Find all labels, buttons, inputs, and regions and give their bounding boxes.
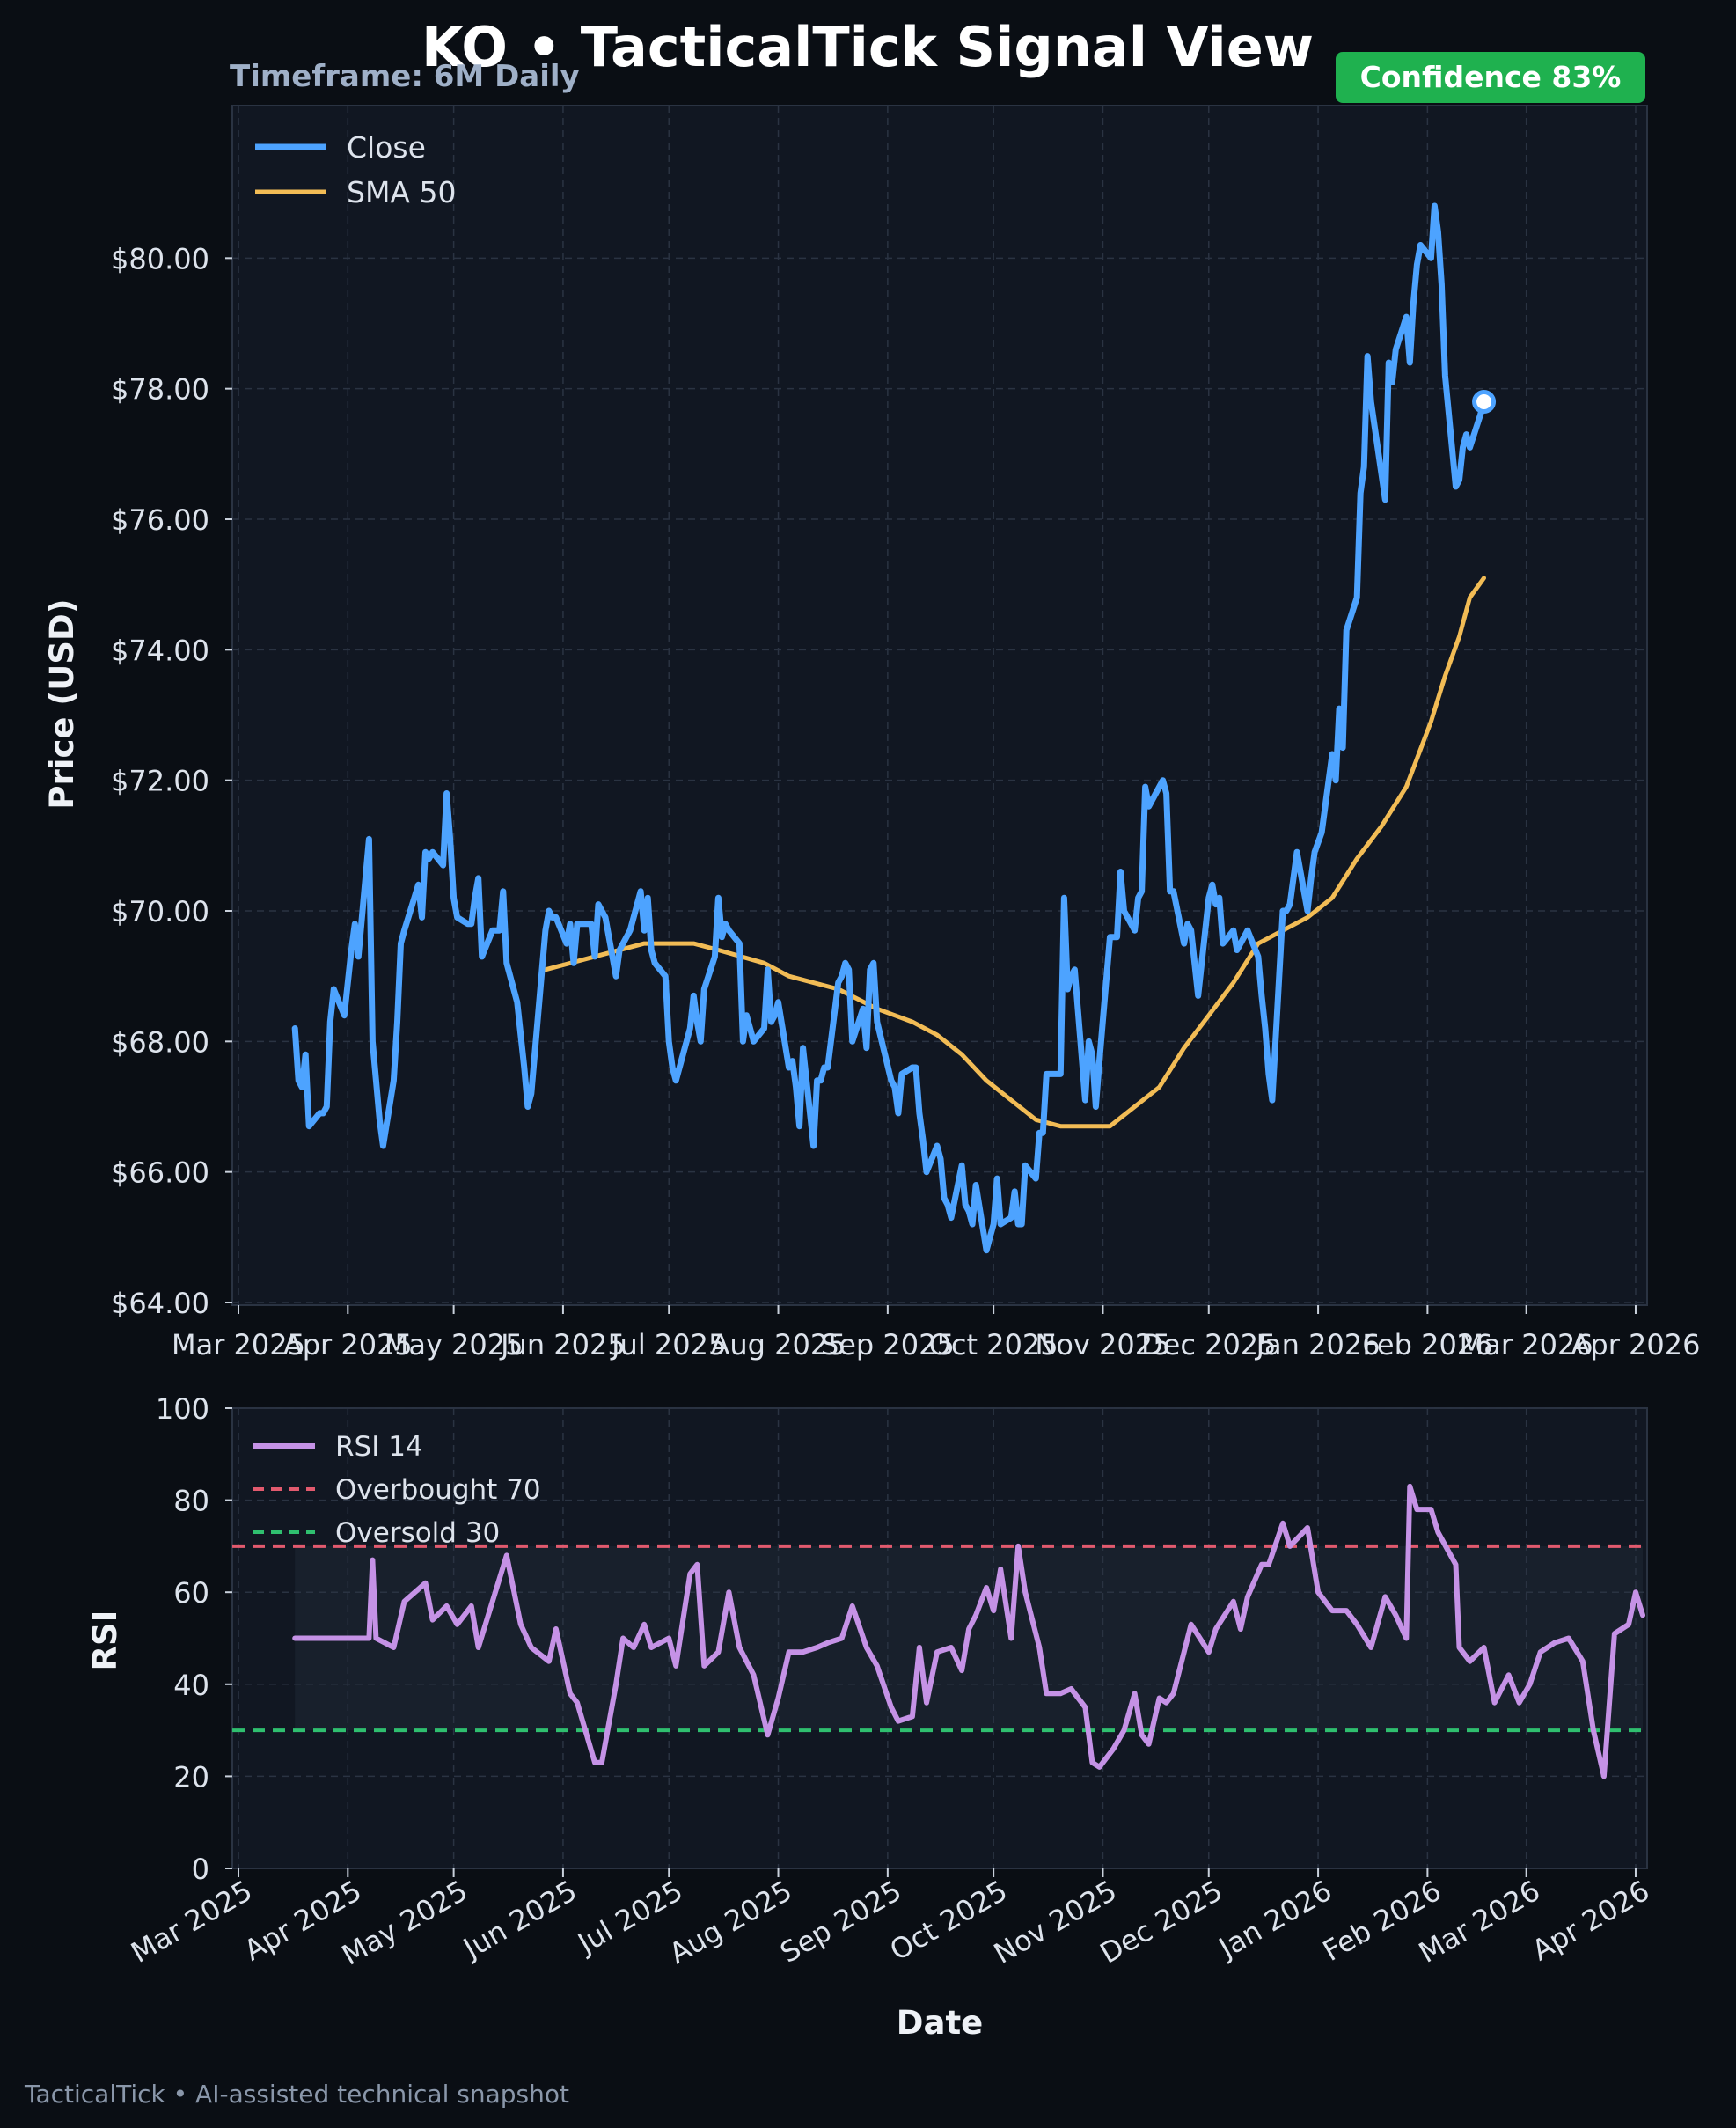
price-x-tick-label: Jan 2026 [1255, 1328, 1381, 1361]
rsi-y-tick-label: 100 [156, 1392, 209, 1426]
rsi-y-tick-label: 80 [173, 1485, 209, 1518]
price-x-tick-label: Nov 2025 [1035, 1328, 1170, 1361]
price-x-tick-label: Dec 2025 [1141, 1328, 1277, 1361]
price-y-tick-label: $64.00 [111, 1287, 209, 1320]
rsi-y-tick-label: 60 [173, 1576, 209, 1610]
rsi-x-axis-label: Date [897, 2004, 983, 2042]
series-line-sma50 [543, 576, 1486, 1129]
legend-label-oversold: Oversold 30 [335, 1517, 500, 1549]
price-y-tick-label: $72.00 [111, 765, 209, 798]
price-y-tick-label: $68.00 [111, 1025, 209, 1059]
price-x-tick-label: Apr 2025 [283, 1328, 413, 1361]
legend-label-sma50: SMA 50 [347, 175, 456, 209]
price-x-tick-label: May 2025 [385, 1328, 524, 1361]
rsi-y-tick-label: 20 [173, 1760, 209, 1794]
rsi-grid [232, 1407, 1647, 1869]
price-y-axis-label: Price (USD) [43, 598, 81, 809]
rsi-y-axis-label: RSI [86, 1611, 124, 1671]
price-y-tick-label: $66.00 [111, 1156, 209, 1190]
confidence-badge-text: Confidence 83% [1360, 60, 1622, 94]
legend-label-rsi14: RSI 14 [335, 1431, 423, 1463]
rsi-y-tick-label: 0 [192, 1853, 209, 1886]
confidence-badge [1336, 52, 1645, 103]
rsi-y-tick-label: 40 [173, 1669, 209, 1702]
series-line-rsi14 [292, 1483, 1645, 1779]
footer-caption: TacticalTick • AI-assisted technical sna… [24, 2080, 569, 2109]
price-x-tick-label: Oct 2025 [929, 1328, 1058, 1361]
timeframe-label: Timeframe: 6M Daily [230, 59, 580, 94]
chart-title: KO • TacticalTick Signal View [421, 15, 1314, 79]
price-y-ticks: $64.00 $66.00 $68.00 $70.00 $72.00 $74.00 $76.… [111, 242, 232, 1320]
price-x-tick-label: Aug 2025 [710, 1328, 846, 1361]
price-x-tick-label: Jun 2025 [499, 1328, 626, 1361]
rsi-legend: RSI 14 Overbought 70 Oversold 30 [253, 1431, 541, 1549]
price-series [291, 202, 1497, 1254]
rsi-y-ticks: 0 20 40 60 80 100 [156, 1392, 232, 1886]
price-y-tick-label: $74.00 [111, 634, 209, 667]
price-y-tick-label: $78.00 [111, 373, 209, 407]
price-x-tick-label: Apr 2026 [1571, 1328, 1700, 1361]
price-legend: Close SMA 50 [255, 130, 456, 209]
price-x-tick-label: Feb 2026 [1362, 1328, 1492, 1361]
price-x-tick-label: Jul 2025 [610, 1328, 726, 1361]
price-grid [232, 106, 1647, 1305]
price-x-tick-label: Mar 2026 [1460, 1328, 1593, 1361]
price-y-tick-label: $70.00 [111, 895, 209, 928]
legend-label-overbought: Overbought 70 [335, 1474, 541, 1506]
price-x-tick-label: Mar 2025 [172, 1328, 305, 1361]
series-line-close [291, 202, 1487, 1254]
price-y-tick-label: $80.00 [111, 242, 209, 275]
price-x-tick-label: Sep 2025 [821, 1328, 955, 1361]
legend-label-close: Close [347, 130, 426, 165]
rsi-series [232, 1483, 1647, 1779]
last-close-marker [1472, 390, 1497, 414]
price-y-tick-label: $76.00 [111, 503, 209, 537]
